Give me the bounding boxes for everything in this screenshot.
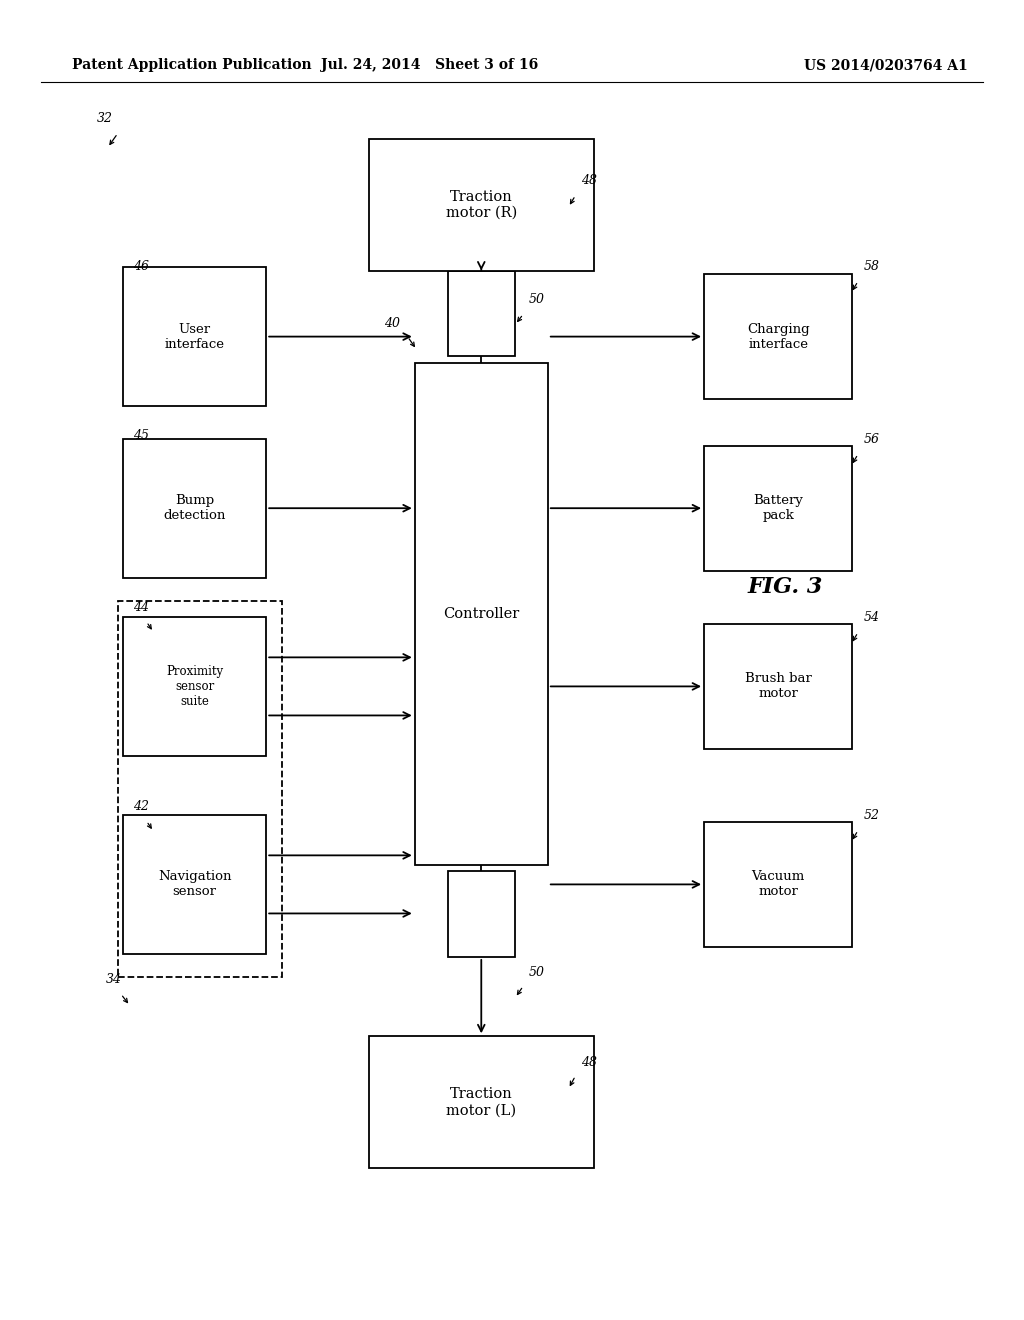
Text: 56: 56 <box>863 433 880 446</box>
Text: Controller: Controller <box>443 607 519 620</box>
Bar <box>449 271 514 356</box>
Text: 45: 45 <box>133 429 150 442</box>
Bar <box>123 438 266 578</box>
Text: 46: 46 <box>133 260 150 273</box>
Text: 50: 50 <box>528 293 545 306</box>
Text: 48: 48 <box>581 174 597 187</box>
Text: Traction
motor (R): Traction motor (R) <box>445 190 517 219</box>
Text: User
interface: User interface <box>165 322 224 351</box>
Bar <box>118 601 282 977</box>
Text: FIG. 3: FIG. 3 <box>748 577 823 598</box>
Text: Charging
interface: Charging interface <box>746 322 810 351</box>
Bar <box>705 446 852 570</box>
Text: Jul. 24, 2014   Sheet 3 of 16: Jul. 24, 2014 Sheet 3 of 16 <box>322 58 539 73</box>
Text: US 2014/0203764 A1: US 2014/0203764 A1 <box>804 58 968 73</box>
Text: Battery
pack: Battery pack <box>754 494 803 523</box>
Bar <box>123 267 266 407</box>
Text: 54: 54 <box>863 611 880 624</box>
Text: 48: 48 <box>581 1056 597 1069</box>
Text: Bump
detection: Bump detection <box>164 494 225 523</box>
Text: 44: 44 <box>133 601 150 614</box>
Bar <box>123 618 266 755</box>
Bar <box>123 814 266 953</box>
Bar <box>705 275 852 399</box>
Text: Navigation
sensor: Navigation sensor <box>158 870 231 899</box>
Bar <box>705 821 852 948</box>
Text: Patent Application Publication: Patent Application Publication <box>72 58 311 73</box>
Text: 42: 42 <box>133 800 150 813</box>
Bar <box>369 1036 594 1168</box>
Text: 32: 32 <box>97 112 114 125</box>
Text: 50: 50 <box>528 966 545 979</box>
Text: Traction
motor (L): Traction motor (L) <box>446 1088 516 1117</box>
Bar <box>415 363 548 865</box>
Bar <box>369 139 594 271</box>
Text: 40: 40 <box>384 317 400 330</box>
Bar <box>449 871 514 957</box>
Text: 52: 52 <box>863 809 880 822</box>
Text: 34: 34 <box>105 973 122 986</box>
Text: Proximity
sensor
suite: Proximity sensor suite <box>166 665 223 708</box>
Bar <box>705 624 852 750</box>
Text: Brush bar
motor: Brush bar motor <box>744 672 812 701</box>
Text: Vacuum
motor: Vacuum motor <box>752 870 805 899</box>
Text: 58: 58 <box>863 260 880 273</box>
